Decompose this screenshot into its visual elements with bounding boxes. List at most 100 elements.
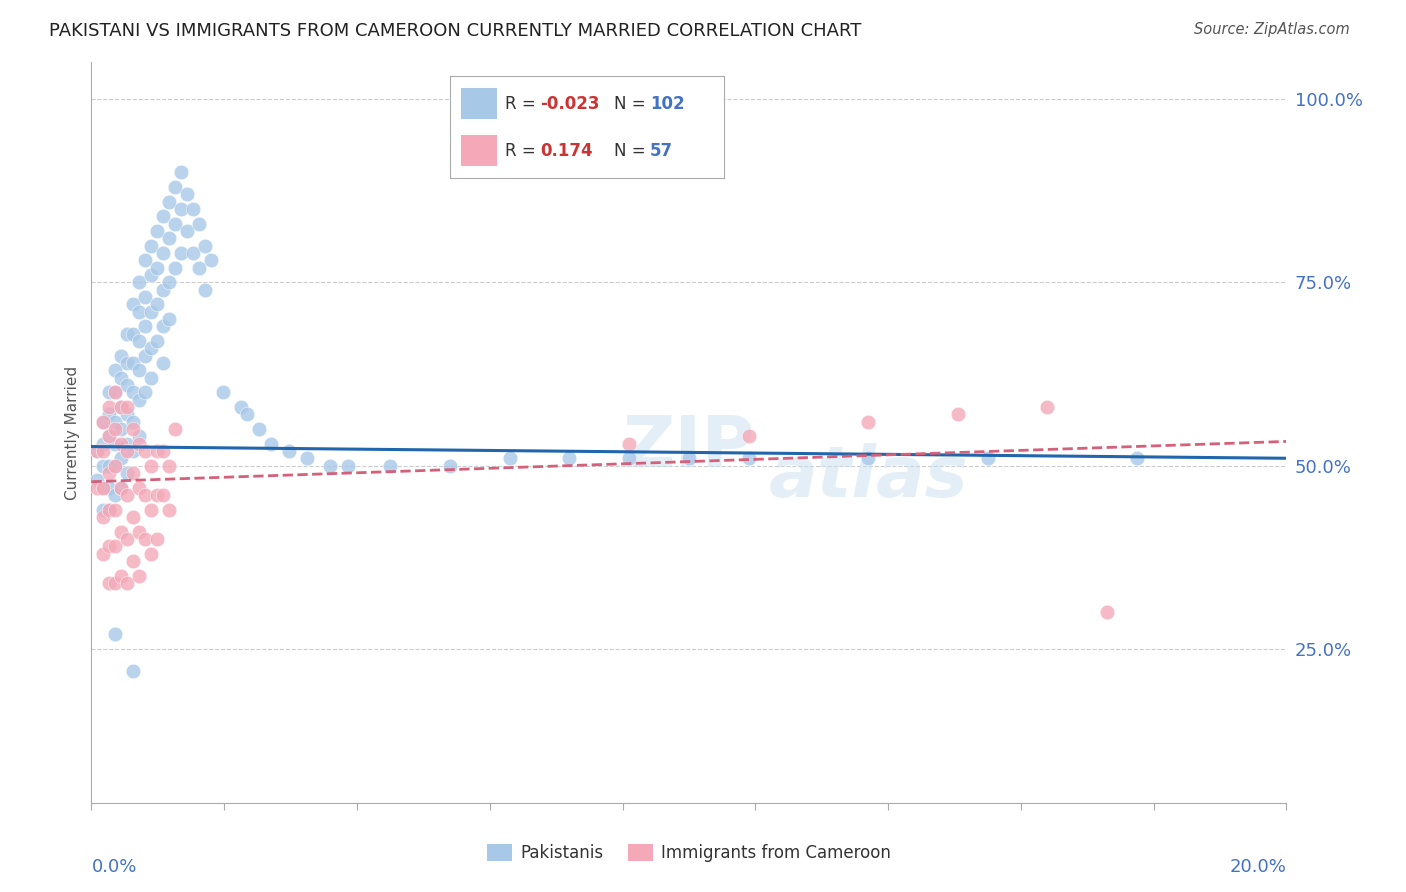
Point [115,436,138,450]
Point [98,429,121,443]
Point [146,334,169,348]
Point [157,231,180,245]
Point [737,429,759,443]
Point [134,253,156,268]
Point [134,290,156,304]
Text: atlas: atlas [768,442,969,511]
Text: ZIP: ZIP [623,413,755,482]
Text: Source: ZipAtlas.com: Source: ZipAtlas.com [1194,22,1350,37]
Point [152,210,174,224]
Point [93,510,115,524]
Point [93,415,115,429]
Text: 20.0%: 20.0% [1230,858,1286,876]
Point [128,276,150,290]
Point [104,458,127,473]
Point [181,202,204,216]
Point [188,260,211,275]
Point [295,451,318,466]
Point [141,502,163,516]
Point [194,283,217,297]
Point [104,385,127,400]
Point [115,407,138,421]
Point [98,400,121,414]
Point [104,502,127,516]
Point [141,268,163,282]
Point [134,444,156,458]
Point [337,458,360,473]
Point [98,458,121,473]
Point [619,451,641,466]
Point [115,378,138,392]
Point [110,568,132,582]
Text: -0.023: -0.023 [540,95,600,112]
Point [146,488,169,502]
Text: 0.0%: 0.0% [91,858,136,876]
Point [104,458,127,473]
Point [163,260,186,275]
Point [104,488,127,502]
Point [134,349,156,363]
Point [163,180,186,194]
Point [1097,605,1119,619]
Point [170,246,193,260]
Point [122,326,145,341]
Point [141,547,163,561]
Point [152,246,174,260]
Point [558,451,581,466]
Point [122,297,145,311]
Point [259,436,281,450]
Point [86,444,108,458]
Bar [461,88,496,119]
Point [122,664,145,678]
Point [110,370,132,384]
Point [115,488,138,502]
Point [128,429,150,443]
Point [170,202,193,216]
Point [122,422,145,436]
Point [104,575,127,590]
Point [380,458,402,473]
Point [200,253,222,268]
Point [93,444,115,458]
Point [104,422,127,436]
Point [194,238,217,252]
Point [976,451,998,466]
Point [176,224,198,238]
Point [86,473,108,487]
Point [128,304,150,318]
Point [122,385,145,400]
Point [115,466,138,480]
Point [619,436,641,450]
Y-axis label: Currently Married: Currently Married [65,366,80,500]
Text: R =: R = [505,142,541,160]
Point [110,524,132,539]
Point [122,466,145,480]
Point [152,283,174,297]
Point [104,363,127,377]
Point [141,238,163,252]
Point [93,436,115,450]
Point [86,444,108,458]
Point [176,187,198,202]
Text: N =: N = [614,142,651,160]
Text: PAKISTANI VS IMMIGRANTS FROM CAMEROON CURRENTLY MARRIED CORRELATION CHART: PAKISTANI VS IMMIGRANTS FROM CAMEROON CU… [49,22,862,40]
Point [141,304,163,318]
Point [115,444,138,458]
Point [98,575,121,590]
Point [235,407,259,421]
Point [110,481,132,495]
Point [188,217,211,231]
Bar [461,136,496,166]
Point [86,481,108,495]
Point [134,385,156,400]
Point [1036,400,1059,414]
Point [115,575,138,590]
Point [277,444,299,458]
Text: R =: R = [505,95,541,112]
Point [110,451,132,466]
Point [170,165,193,179]
Point [122,444,145,458]
Point [146,444,169,458]
Point [134,532,156,546]
Point [319,458,342,473]
